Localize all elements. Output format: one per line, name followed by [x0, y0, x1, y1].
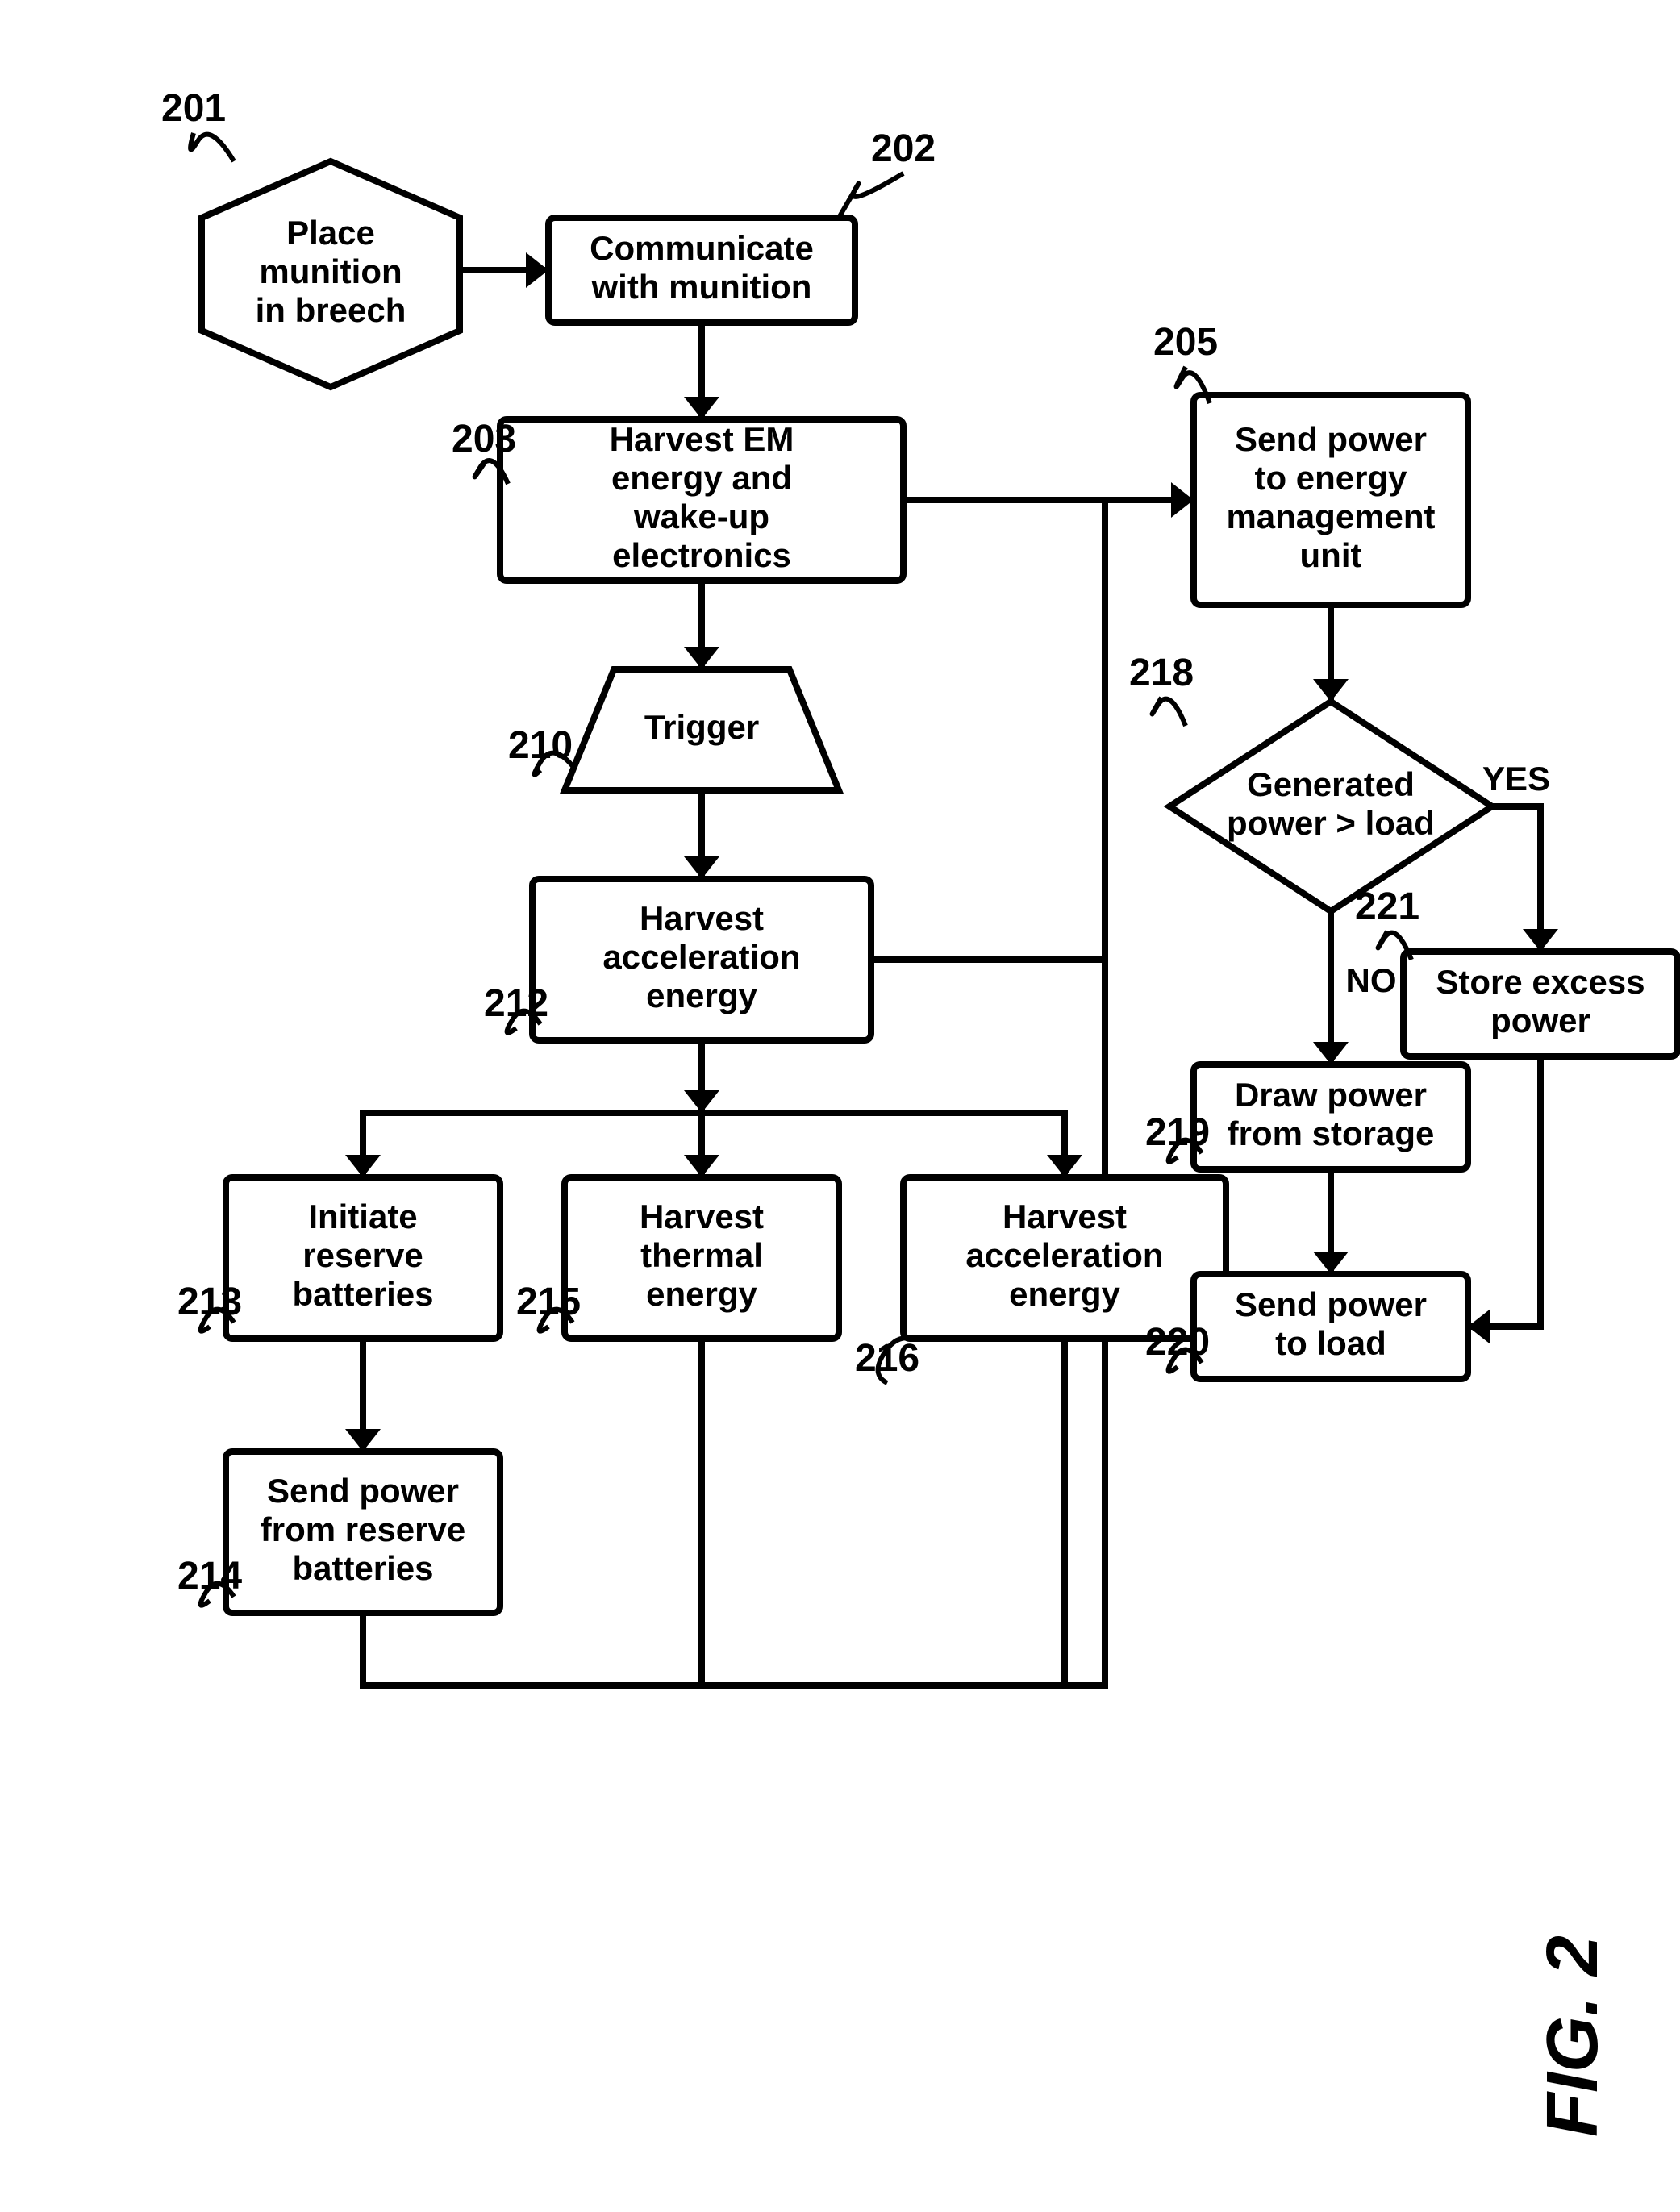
svg-text:energy: energy: [646, 977, 757, 1014]
svg-text:Send power: Send power: [1235, 420, 1427, 458]
ref-n221: 221: [1355, 885, 1419, 928]
svg-text:Trigger: Trigger: [644, 708, 759, 746]
svg-text:from reserve: from reserve: [261, 1510, 465, 1548]
ref-n205: 205: [1153, 321, 1218, 364]
ref-n219: 219: [1145, 1111, 1210, 1154]
svg-text:electronics: electronics: [612, 536, 791, 574]
svg-text:YES: YES: [1482, 760, 1550, 798]
svg-text:power > load: power > load: [1227, 804, 1435, 842]
ref-n210: 210: [508, 724, 573, 767]
svg-text:NO: NO: [1346, 961, 1397, 999]
ref-n203: 203: [452, 418, 516, 460]
svg-text:Place: Place: [286, 214, 375, 252]
figure-label: FIG. 2: [1532, 1935, 1613, 2137]
svg-text:Generated: Generated: [1247, 765, 1415, 803]
svg-text:reserve: reserve: [302, 1236, 423, 1274]
svg-text:Initiate: Initiate: [308, 1198, 417, 1235]
svg-text:Harvest: Harvest: [640, 1198, 764, 1235]
svg-text:acceleration: acceleration: [965, 1236, 1163, 1274]
svg-text:management: management: [1226, 498, 1435, 535]
svg-text:Communicate: Communicate: [590, 229, 814, 267]
svg-text:Harvest: Harvest: [1003, 1198, 1127, 1235]
ref-n201: 201: [161, 87, 226, 130]
svg-text:Send power: Send power: [1235, 1285, 1427, 1323]
ref-n218: 218: [1129, 652, 1194, 694]
svg-text:energy: energy: [1009, 1275, 1120, 1313]
svg-text:power: power: [1490, 1002, 1590, 1039]
svg-text:Store excess: Store excess: [1436, 963, 1645, 1001]
svg-text:energy and: energy and: [611, 459, 792, 497]
svg-text:Send power: Send power: [267, 1472, 459, 1510]
svg-text:in breech: in breech: [256, 291, 406, 329]
ref-n220: 220: [1145, 1321, 1210, 1364]
ref-n216: 216: [855, 1337, 919, 1380]
svg-text:munition: munition: [259, 252, 402, 290]
svg-text:batteries: batteries: [292, 1275, 433, 1313]
svg-text:with munition: with munition: [591, 268, 812, 306]
ref-n202: 202: [871, 127, 936, 170]
svg-text:energy: energy: [646, 1275, 757, 1313]
ref-n215: 215: [516, 1281, 581, 1323]
svg-text:Draw power: Draw power: [1235, 1076, 1427, 1114]
svg-text:Harvest EM: Harvest EM: [610, 420, 794, 458]
svg-text:thermal: thermal: [640, 1236, 763, 1274]
svg-text:to energy: to energy: [1254, 459, 1407, 497]
svg-text:from storage: from storage: [1228, 1114, 1435, 1152]
svg-text:wake-up: wake-up: [633, 498, 769, 535]
svg-text:unit: unit: [1300, 536, 1362, 574]
ref-n212: 212: [484, 982, 548, 1025]
ref-n214: 214: [177, 1555, 242, 1598]
svg-text:batteries: batteries: [292, 1549, 433, 1587]
svg-text:to load: to load: [1275, 1324, 1386, 1362]
svg-text:acceleration: acceleration: [602, 938, 800, 976]
ref-n213: 213: [177, 1281, 242, 1323]
svg-text:Harvest: Harvest: [640, 899, 764, 937]
